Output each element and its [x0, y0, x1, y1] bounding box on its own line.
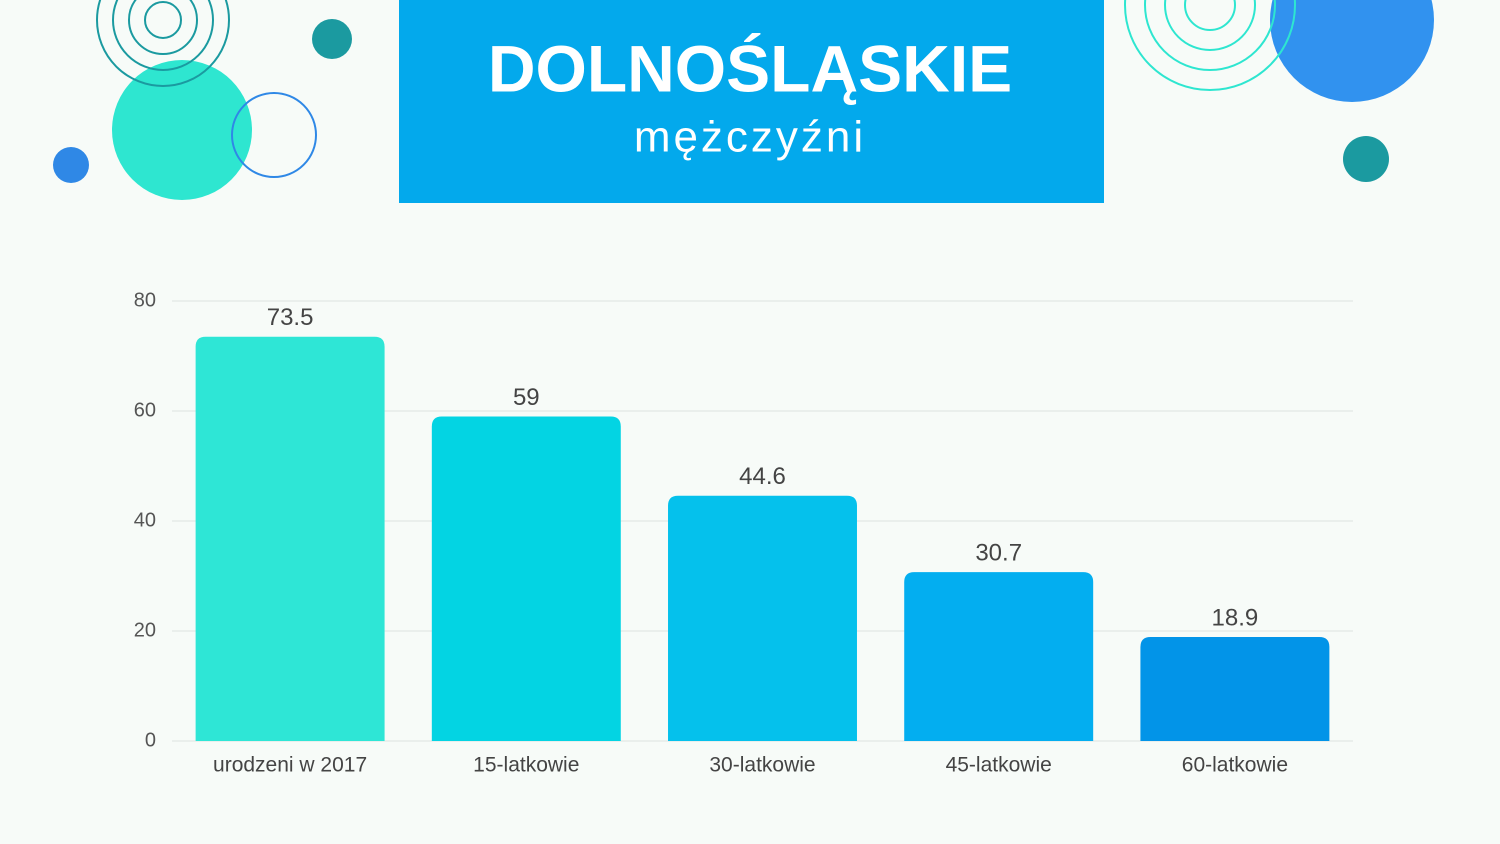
x-tick-label: 15-latkowie — [473, 754, 579, 777]
bar — [431, 416, 621, 741]
x-tick-label: 60-latkowie — [1182, 754, 1288, 777]
x-tick-label: 30-latkowie — [709, 754, 815, 777]
y-tick-label: 20 — [134, 619, 156, 641]
value-label: 59 — [513, 384, 540, 411]
x-tick-label: 45-latkowie — [946, 754, 1052, 777]
y-tick-label: 80 — [134, 289, 156, 311]
value-label: 73.5 — [267, 304, 314, 331]
title-box — [399, 0, 1104, 203]
y-tick-label: 40 — [134, 509, 156, 531]
bar — [668, 495, 857, 741]
value-label: 44.6 — [739, 463, 786, 490]
x-tick-label: urodzeni w 2017 — [213, 754, 367, 777]
chart-title: DOLNOŚLĄSKIE — [488, 31, 1012, 105]
y-tick-label: 0 — [145, 729, 156, 751]
y-tick-label: 60 — [134, 399, 156, 421]
value-label: 30.7 — [975, 539, 1022, 566]
value-label: 18.9 — [1212, 604, 1259, 631]
bar — [904, 572, 1094, 741]
chart-subtitle: mężczyźni — [634, 113, 866, 162]
bar — [195, 336, 385, 741]
bar — [1140, 637, 1330, 741]
decoration — [53, 0, 1434, 200]
